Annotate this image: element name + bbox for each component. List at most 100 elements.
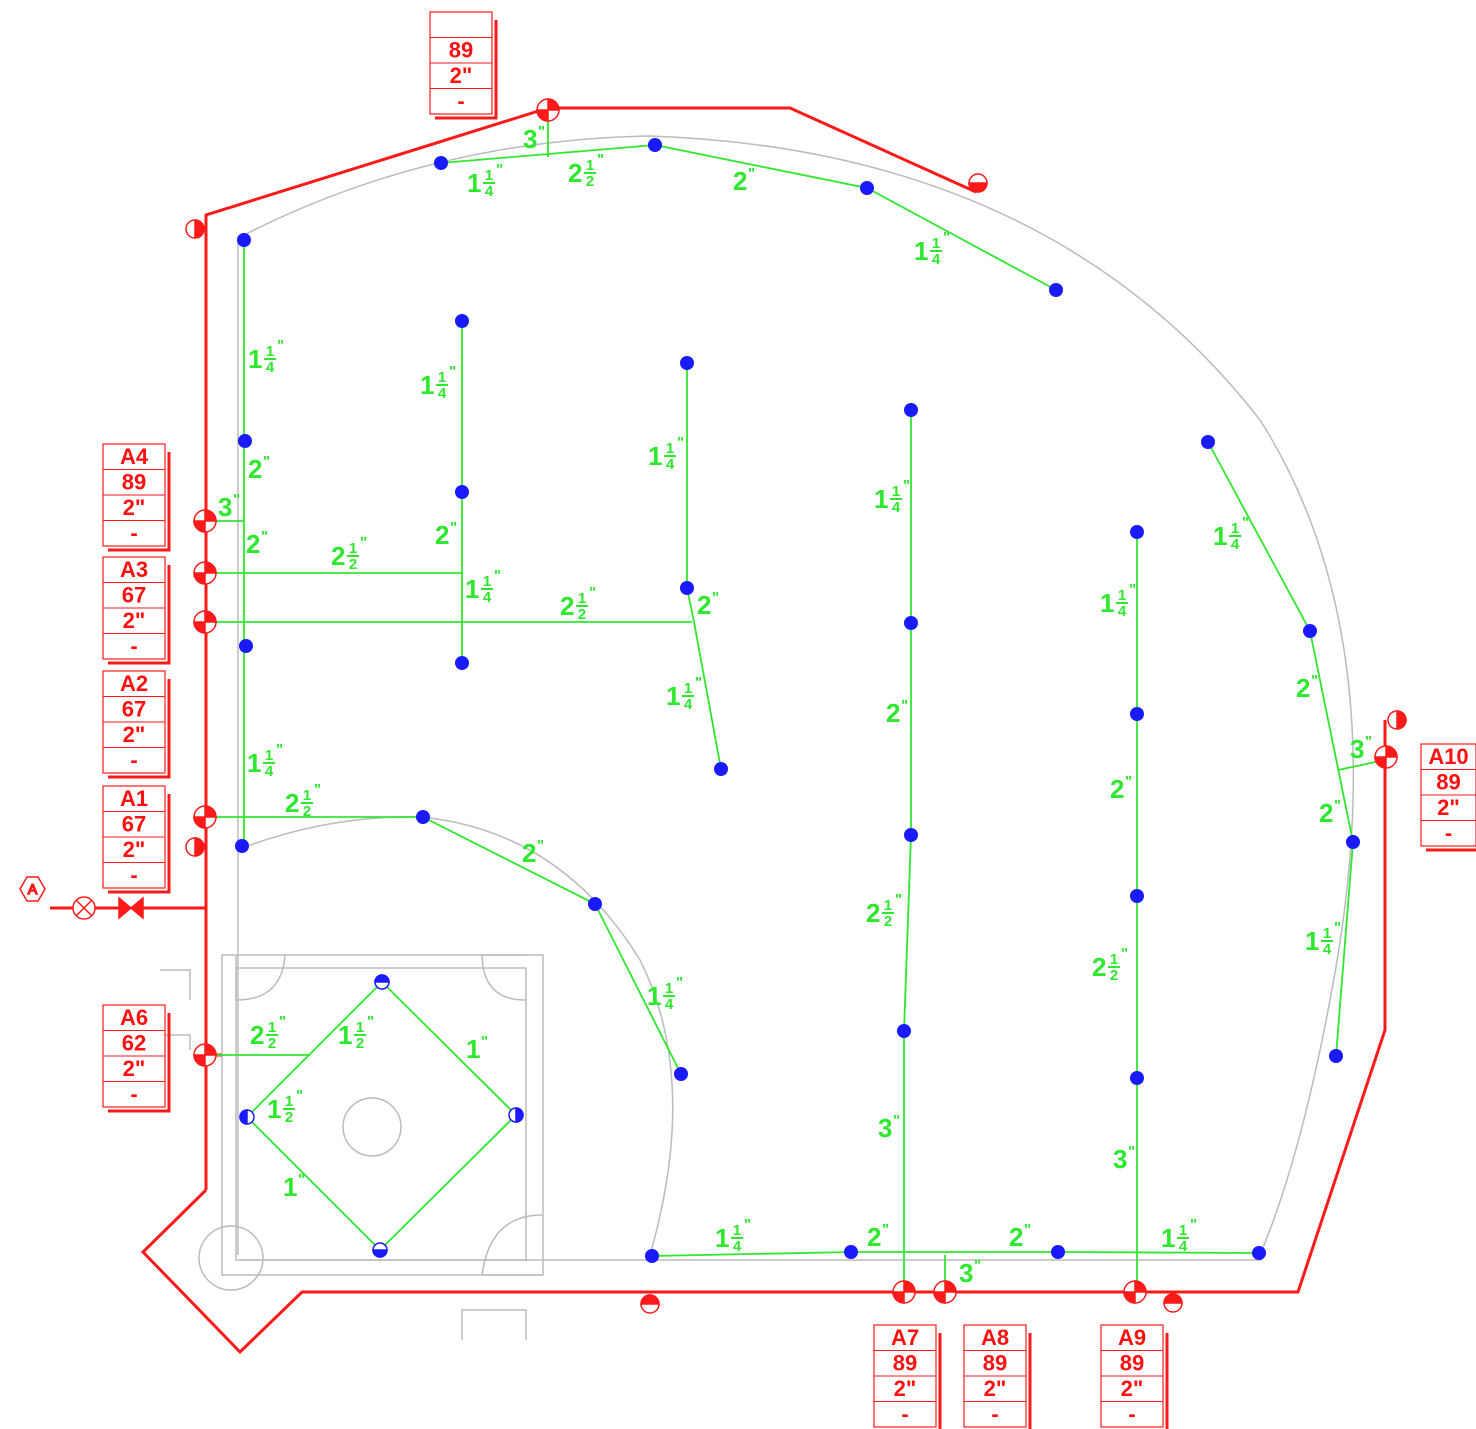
pipe-size-whole: 2 [867, 1222, 881, 1252]
pipe-size-denominator: 2 [356, 1035, 364, 1052]
pipe-size-whole: 2 [568, 158, 582, 188]
valve-tag-id: A7 [891, 1325, 919, 1350]
pipe-size-inch-mark: " [903, 477, 910, 494]
valve-tag-shadow [938, 1333, 942, 1429]
pipe-size-whole: 1 [465, 574, 479, 604]
pipe-size-label: 1 14" [247, 741, 283, 780]
valve-tag-shadow [108, 565, 171, 665]
pipe-size-label: 3 " [1113, 1143, 1135, 1174]
head [904, 616, 918, 630]
pipe-size-numerator: 1 [268, 1019, 276, 1036]
valve-tag-note: - [130, 863, 137, 888]
home-plate-area [198, 1225, 264, 1291]
pipe-size-whole: 2 [1009, 1222, 1023, 1252]
pipe-size-whole: 1 [874, 484, 888, 514]
pipe-size-inch-mark: " [538, 123, 545, 140]
pipe-size-label: 1 14" [874, 477, 910, 516]
pipe-size-label: 2 " [1009, 1221, 1031, 1252]
valve-tag-shadow [1028, 1333, 1032, 1429]
pipe-size-whole: 1 [1100, 588, 1114, 618]
valve-tag-shadow [108, 452, 171, 552]
pipe-size-inch-mark: " [974, 1257, 981, 1274]
pipe-size-numerator: 1 [1110, 951, 1118, 968]
pipe-size-label: 2 " [248, 453, 270, 484]
head [897, 1024, 911, 1038]
coupler-icon [185, 219, 205, 239]
pipe-size-numerator: 1 [438, 369, 446, 386]
pipe-size-label: 2 " [1110, 773, 1132, 804]
head-half [374, 974, 390, 990]
pipe-size-label: 2 " [522, 837, 544, 868]
pipe-size-inch-mark: " [882, 1221, 889, 1238]
pipe-size-inch-mark: " [261, 528, 268, 545]
pipe-size-numerator: 1 [892, 483, 900, 500]
pipe-size-inch-mark: " [367, 1013, 374, 1030]
pipe-size-label: 2 " [733, 165, 755, 196]
door-swing-br [481, 1214, 543, 1276]
valve-tag-tag-top: 892"- [429, 11, 498, 120]
pipe-size-denominator: 4 [666, 456, 675, 473]
pipe-size-denominator: 4 [684, 696, 693, 713]
mainline-south [140, 720, 1387, 1355]
pipe-size-numerator: 1 [578, 590, 586, 607]
pipe-size-denominator: 4 [932, 251, 941, 268]
mainline-north [204, 106, 977, 1190]
point-of-connection: A [19, 876, 144, 920]
valve-tag-gpm: 67 [122, 697, 146, 722]
valve-tag-gpm: 89 [1436, 770, 1460, 795]
valve-icon [193, 561, 217, 585]
valve-tags: 892"-A4892"-A3672"-A2672"-A1672"-A6622"-… [102, 11, 1476, 1429]
valve-tag-shadow [108, 794, 171, 894]
head [1329, 1049, 1343, 1063]
pipe-size-whole: 1 [283, 1172, 297, 1202]
pipe-size-inch-mark: " [450, 519, 457, 536]
valve-tag-id: A1 [120, 786, 148, 811]
marker-label: A [28, 881, 38, 897]
pipe-size-whole: 2 [866, 898, 880, 928]
pipe-size-numerator: 1 [485, 167, 493, 184]
pipe-size-inch-mark: " [494, 567, 501, 584]
pipe-size-inch-mark: " [481, 1033, 488, 1050]
pipe-size-numerator: 1 [666, 440, 674, 457]
pipe-size-inch-mark: " [1129, 581, 1136, 598]
pipe-size-whole: 1 [648, 441, 662, 471]
head-half [372, 1242, 388, 1258]
valve-icon [1123, 1280, 1147, 1304]
pipe-size-label: 1 14" [914, 229, 950, 268]
pipe-size-label: 2 12" [1092, 945, 1128, 984]
pipe-size-numerator: 1 [356, 1019, 364, 1036]
pipe-size-inch-mark: " [1365, 733, 1372, 750]
pipe-size-label: 1 14" [1161, 1216, 1197, 1255]
head [238, 434, 252, 448]
valve-tag-note: - [130, 748, 137, 773]
pipe-size-whole: 1 [1161, 1223, 1175, 1253]
pipe-size-label: 1 14" [248, 337, 284, 376]
valve-tag-note: - [991, 1402, 998, 1427]
valve-tag-size: 2" [123, 1056, 146, 1081]
pipe-size-numerator: 1 [266, 343, 274, 360]
backflow-valve-icon [118, 896, 144, 920]
pipe-size-label: 1 14" [666, 674, 702, 713]
pipe-size-denominator: 4 [265, 763, 274, 780]
pipe-size-whole: 1 [1305, 926, 1319, 956]
pipe-size-whole: 2 [733, 166, 747, 196]
head [455, 314, 469, 328]
pipe-size-denominator: 4 [665, 996, 674, 1013]
pipe-size-inch-mark: " [314, 781, 321, 798]
valve-tag-note: - [901, 1402, 908, 1427]
pipe-size-inch-mark: " [1125, 773, 1132, 790]
pipe-size-denominator: 2 [884, 913, 892, 930]
pipe-size-label: 2 " [867, 1221, 889, 1252]
pipe-size-numerator: 1 [1179, 1222, 1187, 1239]
dugout-frame-outer [221, 954, 544, 1276]
pipe-size-label: 1 14" [467, 161, 503, 200]
pipe-size-whole: 2 [248, 454, 262, 484]
pipe-size-whole: 1 [467, 168, 481, 198]
valve-tag-gpm: 89 [893, 1351, 917, 1376]
pipe-size-numerator: 1 [586, 157, 594, 174]
pipe-size-label: 1 14" [1305, 919, 1341, 958]
pipe-size-label: 3 " [218, 491, 240, 522]
pipe-size-inch-mark: " [1334, 797, 1341, 814]
pipe-size-whole: 2 [697, 590, 711, 620]
